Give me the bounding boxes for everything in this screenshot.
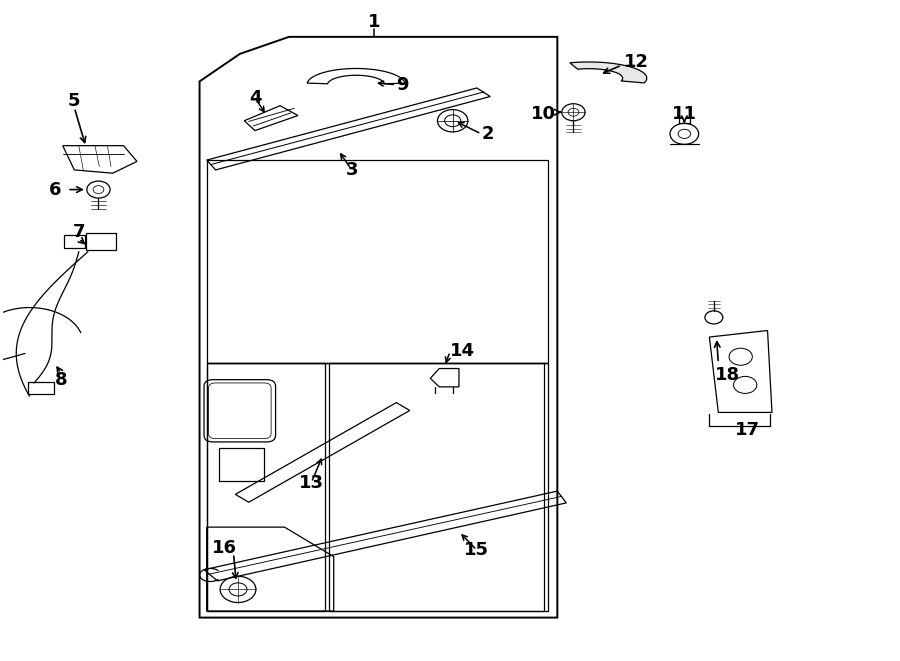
Text: 1: 1: [368, 13, 380, 32]
Text: 6: 6: [49, 180, 61, 198]
Text: 13: 13: [299, 473, 324, 492]
Text: 5: 5: [68, 92, 81, 110]
Text: 3: 3: [346, 161, 358, 179]
Text: 4: 4: [248, 89, 261, 107]
Polygon shape: [570, 62, 647, 83]
Text: 16: 16: [212, 539, 237, 557]
Text: 17: 17: [734, 421, 760, 439]
Text: 10: 10: [530, 105, 555, 123]
Text: 12: 12: [625, 53, 650, 71]
Text: 9: 9: [396, 76, 409, 94]
Text: 18: 18: [715, 366, 740, 384]
Text: 15: 15: [464, 541, 490, 559]
Text: 7: 7: [73, 223, 86, 241]
Text: 11: 11: [671, 105, 697, 123]
Text: 2: 2: [482, 125, 494, 143]
Text: 8: 8: [55, 371, 68, 389]
Text: 14: 14: [450, 342, 475, 360]
